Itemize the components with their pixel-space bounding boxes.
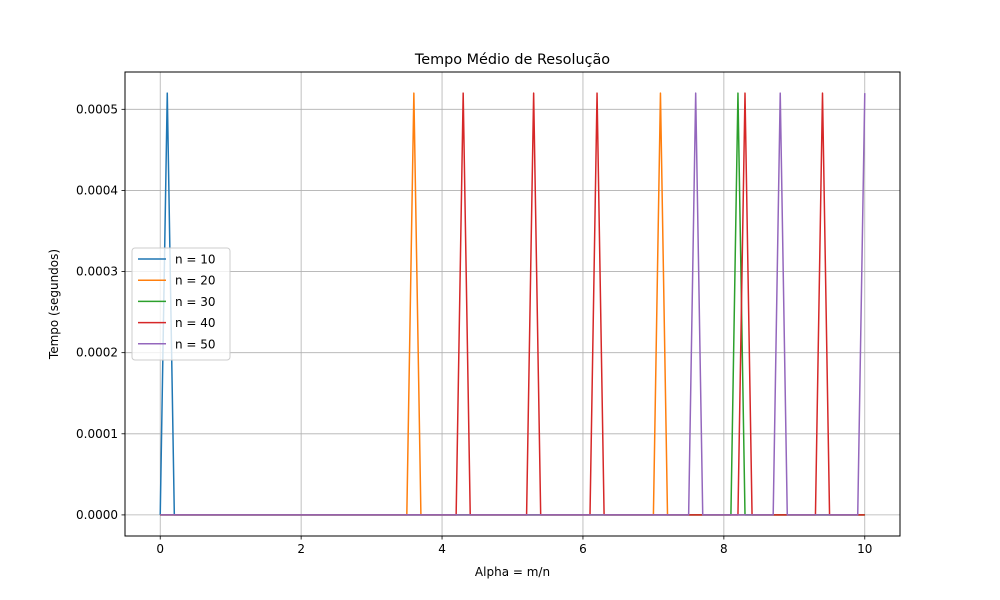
- axes-frame: [124, 71, 901, 537]
- x-tick-label: 4: [438, 542, 446, 556]
- x-tick-label: 0: [156, 542, 164, 556]
- y-axis-label: Tempo (segundos): [47, 249, 61, 360]
- x-tick-label: 6: [579, 542, 587, 556]
- legend-box: [131, 247, 231, 361]
- y-tick-label: 0.0004: [76, 183, 118, 197]
- plot-lines: [159, 92, 866, 516]
- x-tick-label: 2: [297, 542, 305, 556]
- x-tick-label: 8: [720, 542, 728, 556]
- ticks: 0 2 4 6 8 10 0.0000 0.0001 0.0002 0.0003 0.0004 0.0…: [76, 102, 872, 556]
- y-tick-label: 0.0000: [76, 508, 118, 522]
- y-tick-label: 0.0005: [76, 102, 118, 116]
- x-axis-label: Alpha = m/n: [475, 565, 550, 579]
- y-tick-label: 0.0003: [76, 265, 118, 279]
- legend-entry-label: n = 10: [175, 253, 216, 267]
- legend-entry-label: n = 20: [175, 274, 216, 288]
- legend-entry-label: n = 50: [175, 337, 216, 351]
- chart-title: Tempo Médio de Resolução: [414, 52, 610, 68]
- y-tick-label: 0.0001: [76, 427, 118, 441]
- legend-entry-label: n = 40: [175, 316, 216, 330]
- legend-entry-label: n = 30: [175, 295, 216, 309]
- x-tick-label: 10: [857, 542, 872, 556]
- legend: n = 10 n = 20 n = 30 n = 40 n = 50: [131, 247, 231, 361]
- series-line-5: [160, 92, 866, 516]
- y-tick-label: 0.0002: [76, 346, 118, 360]
